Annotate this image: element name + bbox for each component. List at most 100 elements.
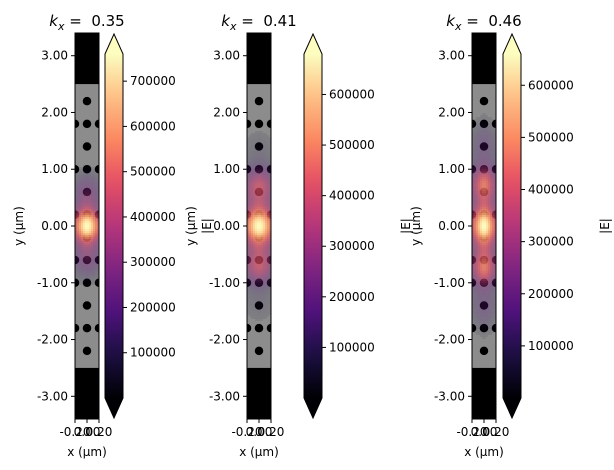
field-cell <box>87 225 89 227</box>
field-cell <box>81 253 83 255</box>
field-cell <box>247 305 249 307</box>
field-cell <box>474 329 476 331</box>
field-cell <box>490 171 492 173</box>
field-cell <box>261 249 263 251</box>
field-cell <box>484 171 486 173</box>
field-cell <box>267 143 269 145</box>
field-cell <box>257 215 259 217</box>
field-cell <box>488 241 490 243</box>
field-cell <box>488 129 490 131</box>
field-cell <box>492 257 494 259</box>
field-cell <box>474 227 476 229</box>
field-cell <box>81 217 83 219</box>
field-cell <box>484 321 486 323</box>
field-cell <box>476 323 478 325</box>
field-cell <box>79 239 81 241</box>
field-cell <box>249 217 251 219</box>
field-cell <box>247 183 249 185</box>
field-cell <box>77 233 79 235</box>
hole <box>82 323 92 333</box>
field-cell <box>488 301 490 303</box>
field-cell <box>77 225 79 227</box>
field-cell <box>484 221 486 223</box>
field-cell <box>482 247 484 249</box>
field-cell <box>261 175 263 177</box>
field-cell <box>251 241 253 243</box>
field-cell <box>95 237 97 239</box>
field-cell <box>259 217 261 219</box>
field-cell <box>476 313 478 315</box>
field-cell <box>265 175 267 177</box>
field-cell <box>476 131 478 133</box>
field-cell <box>261 211 263 213</box>
field-cell <box>77 279 79 281</box>
field-cell <box>255 185 257 187</box>
field-cell <box>81 169 83 171</box>
field-cell <box>261 139 263 141</box>
field-cell <box>89 259 91 261</box>
field-cell <box>472 125 474 127</box>
field-cell <box>476 249 478 251</box>
field-cell <box>95 247 97 249</box>
field-cell <box>269 301 271 303</box>
field-cell <box>494 313 496 315</box>
field-cell <box>482 207 484 209</box>
field-cell <box>81 227 83 229</box>
field-cell <box>77 259 79 261</box>
field-cell <box>484 217 486 219</box>
field-cell <box>259 301 261 303</box>
field-cell <box>249 177 251 179</box>
field-cell <box>89 195 91 197</box>
field-cell <box>267 181 269 183</box>
field-cell <box>251 205 253 207</box>
field-cell <box>492 137 494 139</box>
field-cell <box>249 195 251 197</box>
field-cell <box>494 243 496 245</box>
field-cell <box>79 271 81 273</box>
field-cell <box>251 147 253 149</box>
field-cell <box>259 225 261 227</box>
field-cell <box>486 321 488 323</box>
field-cell <box>249 315 251 317</box>
field-cell <box>480 233 482 235</box>
field-cell <box>265 283 267 285</box>
field-cell <box>472 161 474 163</box>
field-cell <box>472 257 474 259</box>
field-cell <box>267 277 269 279</box>
field-cell <box>247 277 249 279</box>
field-cell <box>484 167 486 169</box>
field-cell <box>269 211 271 213</box>
field-cell <box>257 319 259 321</box>
field-cell <box>488 169 490 171</box>
field-cell <box>492 133 494 135</box>
field-cell <box>484 309 486 311</box>
field-cell <box>85 193 87 195</box>
field-cell <box>486 309 488 311</box>
field-cell <box>486 301 488 303</box>
field-cell <box>478 235 480 237</box>
field-cell <box>494 135 496 137</box>
field-cell <box>482 193 484 195</box>
field-cell <box>81 177 83 179</box>
field-cell <box>267 237 269 239</box>
field-cell <box>492 227 494 229</box>
field-cell <box>494 159 496 161</box>
field-cell <box>476 119 478 121</box>
field-cell <box>480 335 482 337</box>
field-cell <box>488 311 490 313</box>
field-cell <box>95 213 97 215</box>
field-cell <box>490 305 492 307</box>
field-cell <box>482 125 484 127</box>
field-cell <box>249 189 251 191</box>
field-cell <box>253 281 255 283</box>
field-cell <box>478 199 480 201</box>
field-cell <box>490 175 492 177</box>
field-cell <box>267 269 269 271</box>
field-cell <box>488 273 490 275</box>
field-cell <box>253 233 255 235</box>
field-cell <box>93 171 95 173</box>
field-cell <box>490 205 492 207</box>
field-cell <box>488 181 490 183</box>
field-cell <box>255 171 257 173</box>
